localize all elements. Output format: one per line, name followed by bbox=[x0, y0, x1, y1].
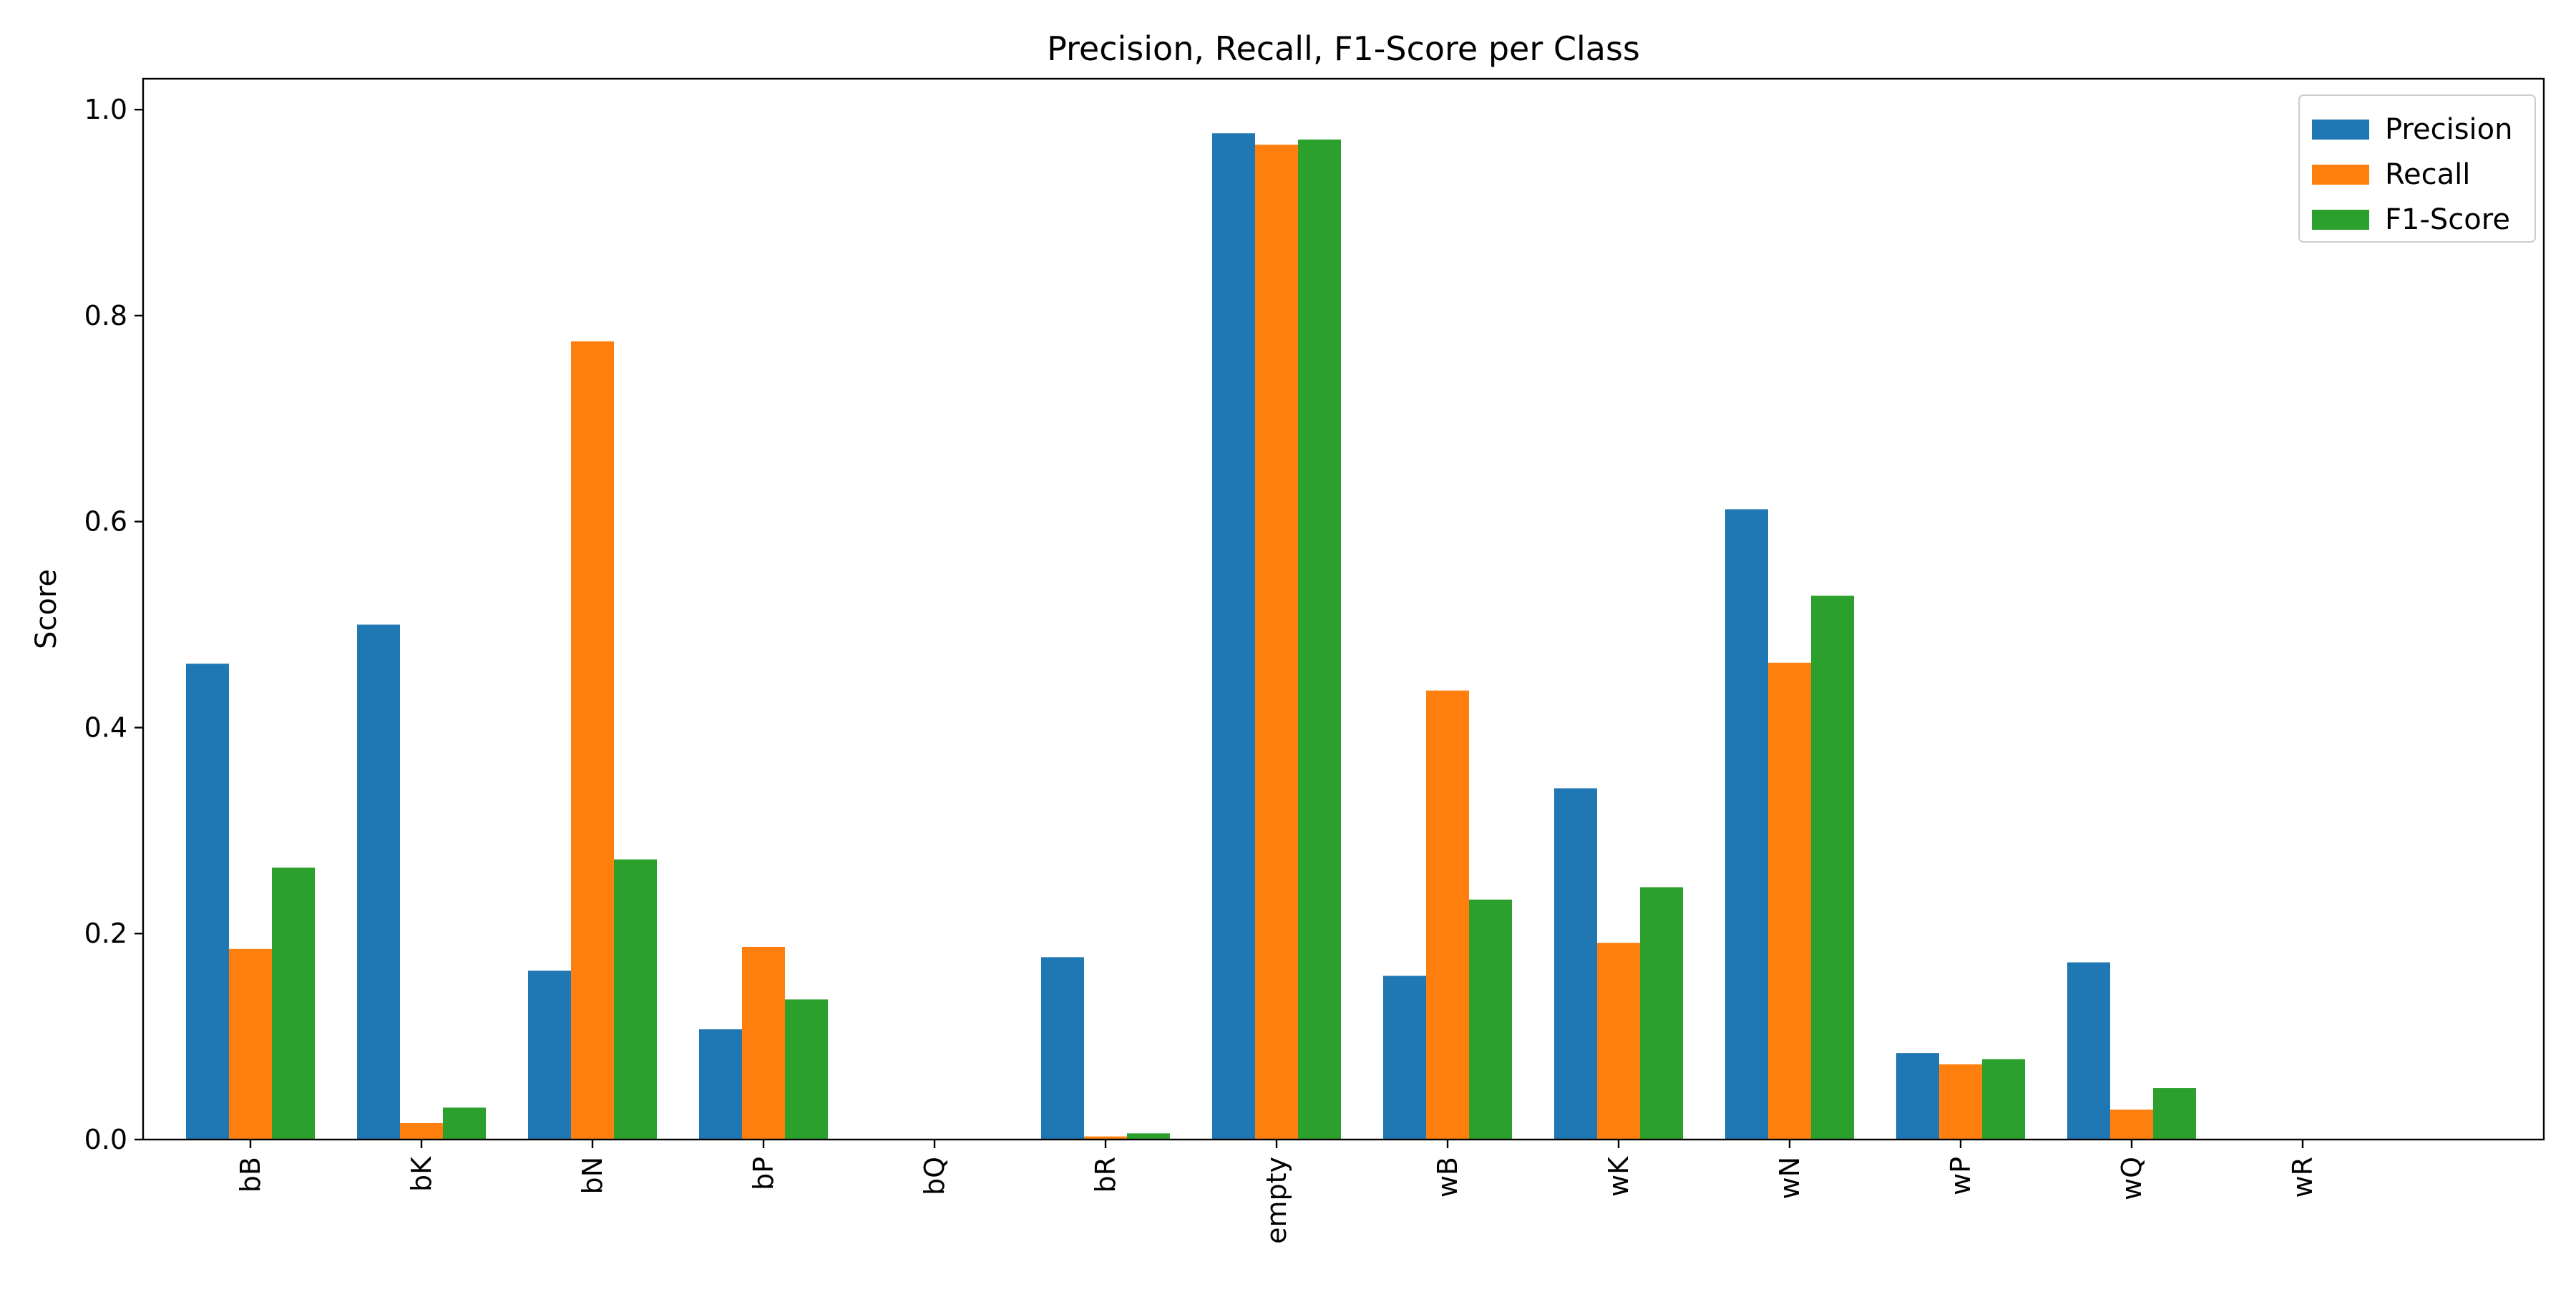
bar-f1-score-bB bbox=[272, 868, 315, 1140]
x-tick-label-wQ: wQ bbox=[2116, 1157, 2147, 1200]
legend: Precision Recall F1-Score bbox=[2298, 94, 2536, 243]
bar-precision-wQ bbox=[2067, 962, 2110, 1140]
bar-recall-bB bbox=[229, 948, 272, 1140]
plot-area: 0.0 0.2 0.4 0.6 0.8 1.0 bB bK bN bP bQ bR empty wB wK w… bbox=[84, 77, 2545, 1244]
bar-f1-score-bR bbox=[1127, 1133, 1170, 1140]
bar-recall-bP bbox=[742, 946, 785, 1140]
bar-recall-wP bbox=[1939, 1064, 1982, 1140]
bar-f1-score-bN bbox=[614, 859, 657, 1140]
x-tick-label-bP: bP bbox=[748, 1157, 779, 1190]
legend-label-f1-score: F1-Score bbox=[2385, 203, 2510, 236]
bar-f1-score-wP bbox=[1982, 1059, 2025, 1140]
bar-precision-wP bbox=[1896, 1053, 1939, 1140]
x-tick-label-bN: bN bbox=[577, 1157, 608, 1195]
x-tick-label-wR: wR bbox=[2287, 1157, 2318, 1198]
bar-precision-bB bbox=[186, 664, 229, 1140]
bar-f1-score-wN bbox=[1811, 596, 1854, 1140]
bar-precision-wN bbox=[1725, 509, 1768, 1140]
bar-f1-score-wB bbox=[1469, 899, 1512, 1140]
bar-precision-wK bbox=[1554, 788, 1597, 1140]
bar-recall-wB bbox=[1426, 690, 1469, 1140]
legend-label-precision: Precision bbox=[2385, 113, 2512, 146]
x-tick-label-bK: bK bbox=[406, 1156, 437, 1192]
bar-recall-wQ bbox=[2110, 1109, 2153, 1140]
bar-recall-empty bbox=[1255, 145, 1298, 1140]
plot-frame bbox=[142, 77, 2545, 1141]
bar-precision-bN bbox=[528, 971, 571, 1140]
bar-f1-score-empty bbox=[1298, 139, 1341, 1140]
legend-swatch-recall bbox=[2312, 165, 2369, 185]
x-tick-label-wN: wN bbox=[1774, 1157, 1805, 1200]
bar-precision-empty bbox=[1212, 133, 1255, 1140]
x-tick-label-wK: wK bbox=[1603, 1156, 1634, 1197]
bar-precision-wB bbox=[1383, 976, 1426, 1140]
bar-recall-wK bbox=[1597, 943, 1640, 1140]
bar-recall-bR bbox=[1084, 1136, 1127, 1140]
y-tick-label: 0.0 bbox=[84, 1124, 127, 1155]
bar-f1-score-wQ bbox=[2153, 1088, 2196, 1140]
y-tick-label: 1.0 bbox=[84, 94, 127, 125]
bar-recall-wN bbox=[1768, 662, 1811, 1140]
y-tick-label: 0.6 bbox=[84, 506, 127, 538]
bar-precision-bK bbox=[357, 624, 400, 1140]
bar-recall-bN bbox=[571, 341, 614, 1140]
y-axis-label: Score bbox=[30, 569, 63, 649]
bar-precision-bP bbox=[699, 1029, 742, 1140]
x-tick-label-wP: wP bbox=[1945, 1157, 1976, 1195]
bar-f1-score-wK bbox=[1640, 887, 1683, 1140]
x-tick-label-empty: empty bbox=[1261, 1157, 1292, 1244]
bar-f1-score-bK bbox=[443, 1107, 486, 1140]
legend-swatch-precision bbox=[2312, 120, 2369, 140]
legend-swatch-f1-score bbox=[2312, 210, 2369, 230]
y-tick-label: 0.4 bbox=[84, 711, 127, 743]
x-tick-label-bQ: bQ bbox=[919, 1157, 950, 1195]
x-tick-label-bB: bB bbox=[235, 1157, 266, 1193]
y-tick-label: 0.8 bbox=[84, 300, 127, 331]
bar-f1-score-bP bbox=[785, 999, 828, 1140]
chart-title: Precision, Recall, F1-Score per Class bbox=[1047, 29, 1640, 68]
x-tick-label-bR: bR bbox=[1090, 1157, 1121, 1193]
y-tick-label: 0.2 bbox=[84, 918, 127, 949]
bar-precision-bR bbox=[1041, 957, 1084, 1140]
bar-recall-bK bbox=[400, 1122, 443, 1140]
legend-label-recall: Recall bbox=[2385, 158, 2470, 191]
x-tick-label-wB: wB bbox=[1432, 1157, 1463, 1198]
